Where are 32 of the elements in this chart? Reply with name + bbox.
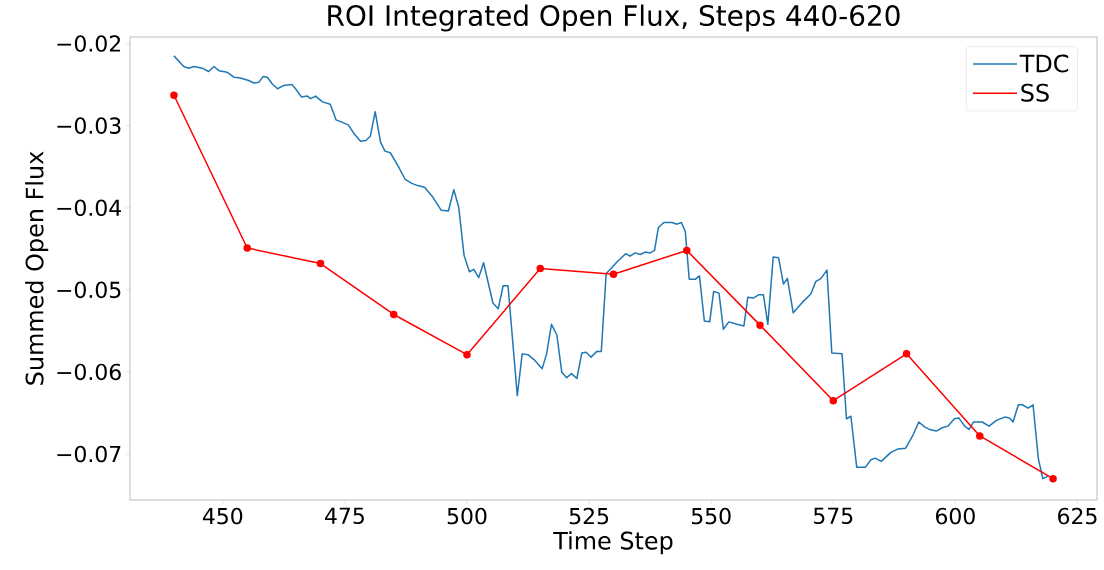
y-tick-label: −0.02 — [57, 35, 121, 52]
y-axis-title: Summed Open Flux — [25, 151, 49, 385]
point — [976, 432, 984, 440]
point — [609, 270, 618, 278]
y-tick-label: −0.04 — [57, 199, 121, 217]
point — [756, 321, 764, 329]
chart-title: ROI Integrated Open Flux, Steps 440-620 — [328, 4, 900, 32]
point — [316, 259, 325, 268]
point — [170, 91, 178, 100]
y-tick-label: −0.06 — [57, 363, 121, 381]
point — [243, 244, 251, 252]
point — [536, 264, 544, 273]
x-tick-label: 475 — [325, 507, 364, 525]
x-tick-label: 550 — [691, 507, 731, 525]
x-tick-label: 450 — [202, 507, 243, 525]
x-axis-title: Time Step — [553, 531, 673, 555]
point — [1049, 474, 1057, 483]
point — [389, 310, 398, 319]
x-tick-label: 500 — [447, 507, 487, 525]
y-tick-label: −0.07 — [57, 445, 121, 463]
x-tick-label: 575 — [814, 507, 853, 525]
point — [463, 350, 471, 359]
y-tick-label: −0.03 — [57, 117, 121, 134]
x-tick-label: 625 — [1058, 507, 1097, 525]
x-tick-label: 525 — [569, 507, 609, 525]
point — [683, 246, 691, 255]
legend-label: SS — [1021, 83, 1049, 102]
legend-label: TDC — [1019, 54, 1069, 73]
y-tick-label: −0.05 — [57, 281, 121, 299]
point — [829, 396, 838, 405]
x-tick-label: 600 — [935, 507, 975, 525]
point — [902, 350, 911, 358]
